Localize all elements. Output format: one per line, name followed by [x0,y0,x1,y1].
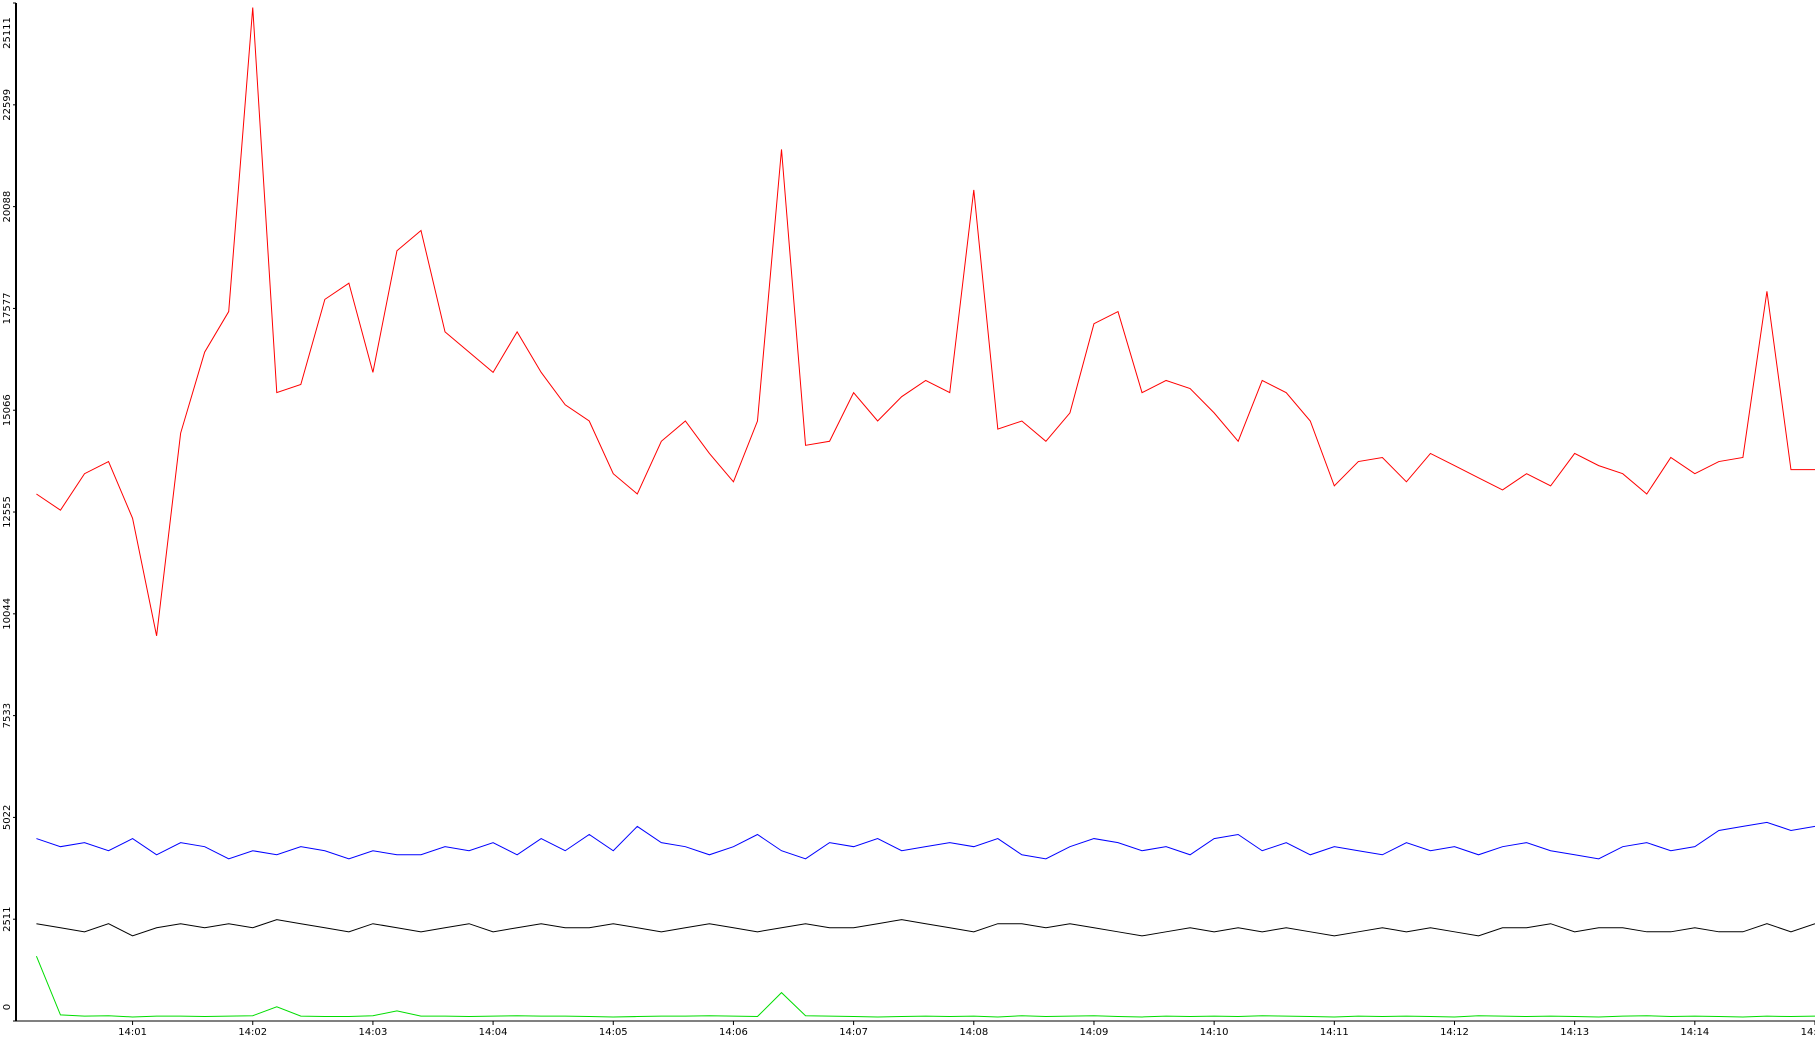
y-tick-label: 5022 [2,805,13,830]
y-tick-label: 12555 [2,496,13,528]
x-tick-label: 14:10 [1200,1027,1229,1038]
y-tick-label: 2511 [2,906,13,931]
x-tick-label: 14:04 [479,1027,508,1038]
y-tick-label: 20088 [2,191,13,223]
y-tick-label: 7533 [2,703,13,728]
y-tick-label: 22599 [2,89,13,121]
x-tick-label: 14:08 [959,1027,988,1038]
y-tick-label: 25111 [2,17,13,49]
y-tick-label: 10044 [2,598,13,630]
y-tick-label: 17577 [2,293,13,325]
y-tick-label: 0 [2,1004,13,1010]
x-tick-label: 14:06 [719,1027,748,1038]
x-tick-label: 14:15 [1801,1027,1815,1038]
x-tick-label: 14:09 [1080,1027,1109,1038]
x-tick-label: 14:05 [599,1027,628,1038]
x-tick-label: 14:03 [359,1027,388,1038]
x-tick-label: 14:07 [839,1027,868,1038]
data-line [36,821,1815,860]
x-tick-label: 14:14 [1680,1027,1709,1038]
data-line [36,919,1815,937]
data-line [35,955,1815,1018]
x-tick-label: 14:13 [1560,1027,1589,1038]
x-tick-label: 14:12 [1440,1027,1469,1038]
data-line [36,7,1815,636]
x-tick-label: 14:02 [238,1027,267,1038]
x-tick-label: 14:01 [118,1027,147,1038]
x-tick-label: 14:11 [1320,1027,1349,1038]
y-tick-label: 15066 [2,394,13,426]
